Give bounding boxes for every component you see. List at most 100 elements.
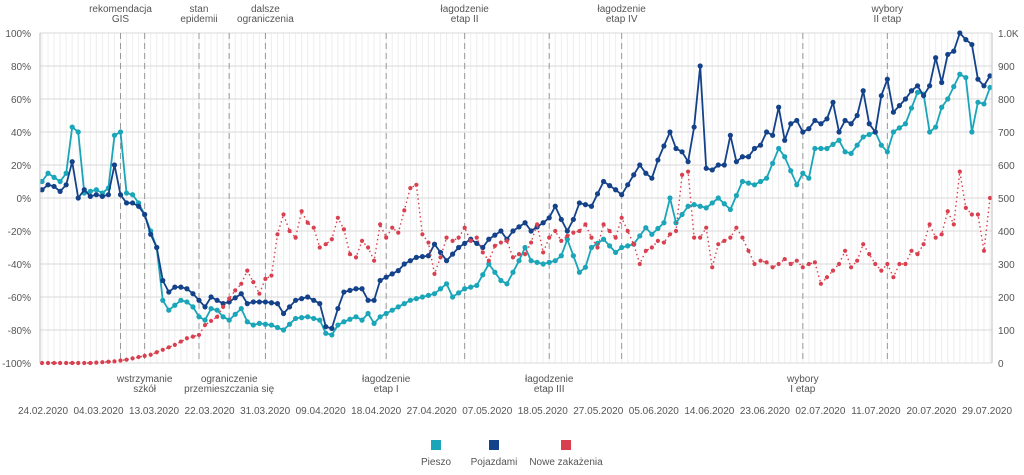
- data-point: [227, 296, 232, 301]
- data-point: [848, 121, 854, 127]
- data-point: [788, 121, 794, 127]
- data-point: [522, 252, 528, 257]
- data-point: [63, 170, 69, 176]
- data-point: [51, 183, 57, 190]
- data-point: [256, 299, 262, 305]
- data-point: [896, 103, 903, 109]
- y-right-tick-label: 300: [998, 260, 1015, 271]
- data-point: [661, 240, 667, 245]
- data-point: [274, 301, 281, 307]
- event-marker-label: rekomendacja: [89, 4, 152, 15]
- data-point: [480, 272, 486, 278]
- event-marker-label: stan: [190, 4, 209, 15]
- legend[interactable]: Pieszo Pojazdami Nowe zakażenia: [421, 440, 603, 468]
- data-point: [655, 238, 660, 243]
- data-point: [927, 129, 933, 135]
- y-right-tick-label: 900: [998, 62, 1015, 73]
- data-point: [716, 242, 721, 247]
- data-point: [559, 238, 564, 243]
- data-point: [214, 307, 220, 313]
- data-point: [486, 258, 491, 263]
- data-point: [184, 299, 190, 305]
- data-point: [280, 310, 287, 317]
- data-point: [232, 311, 238, 317]
- data-point: [129, 192, 136, 198]
- data-point: [45, 182, 51, 188]
- data-point: [263, 276, 268, 281]
- x-tick-label: 27.05.2020: [573, 406, 623, 417]
- legend-label[interactable]: Pieszo: [421, 457, 451, 468]
- data-point: [305, 294, 311, 300]
- data-point: [323, 324, 329, 330]
- data-point: [914, 89, 921, 95]
- series-line: [41, 32, 991, 330]
- legend-swatch[interactable]: [561, 440, 571, 450]
- data-point: [341, 319, 347, 325]
- x-tick-label: 22.03.2020: [185, 406, 235, 417]
- data-point: [82, 360, 87, 366]
- data-point: [588, 203, 595, 209]
- data-point: [250, 322, 256, 328]
- data-point: [902, 96, 909, 102]
- data-point: [58, 360, 63, 366]
- data-point: [757, 178, 764, 185]
- data-point: [625, 228, 630, 234]
- data-point: [679, 149, 685, 155]
- data-point: [655, 225, 661, 232]
- data-point: [824, 145, 830, 152]
- data-point: [733, 192, 739, 199]
- legend-swatch[interactable]: [431, 440, 441, 450]
- data-point: [365, 245, 371, 250]
- data-point: [673, 145, 679, 152]
- data-point: [782, 154, 788, 160]
- data-point: [969, 212, 974, 217]
- data-point: [111, 132, 118, 138]
- data-point: [142, 211, 148, 218]
- data-point: [963, 205, 968, 210]
- legend-label[interactable]: Pojazdami: [471, 457, 518, 468]
- legend-label[interactable]: Nowe zakażenia: [529, 457, 603, 468]
- data-point: [269, 273, 274, 278]
- data-point: [927, 222, 932, 227]
- data-point: [196, 332, 202, 338]
- data-point: [721, 162, 727, 168]
- data-point: [51, 174, 57, 180]
- data-point: [987, 84, 993, 91]
- data-point: [577, 228, 582, 234]
- data-point: [75, 195, 81, 201]
- x-tick-label: 09.04.2020: [296, 406, 346, 417]
- data-point: [770, 265, 775, 270]
- data-point: [806, 126, 812, 132]
- data-point: [516, 224, 522, 230]
- data-point: [166, 307, 172, 313]
- data-point: [420, 232, 425, 237]
- data-point: [100, 360, 105, 365]
- series-line: [42, 170, 991, 364]
- data-point: [945, 51, 951, 58]
- data-point: [365, 310, 371, 317]
- data-point: [528, 258, 534, 264]
- data-point: [184, 336, 190, 341]
- data-point: [794, 258, 799, 263]
- event-marker-label: wstrzymanie: [116, 374, 173, 385]
- data-point: [401, 301, 407, 307]
- x-tick-label: 31.03.2020: [240, 406, 290, 417]
- data-point: [226, 317, 232, 323]
- data-point: [540, 220, 546, 226]
- data-point: [649, 175, 655, 181]
- data-point: [196, 297, 202, 303]
- data-point: [957, 30, 963, 36]
- data-point: [637, 162, 643, 168]
- data-point: [540, 261, 546, 267]
- y-left-tick-label: -60%: [8, 293, 31, 304]
- data-point: [378, 222, 383, 227]
- data-point: [613, 187, 619, 193]
- data-point: [570, 216, 576, 223]
- data-point: [691, 202, 697, 208]
- legend-swatch[interactable]: [489, 440, 499, 450]
- data-point: [637, 233, 643, 239]
- data-point: [854, 112, 860, 119]
- data-point: [800, 129, 806, 135]
- data-point: [449, 294, 456, 300]
